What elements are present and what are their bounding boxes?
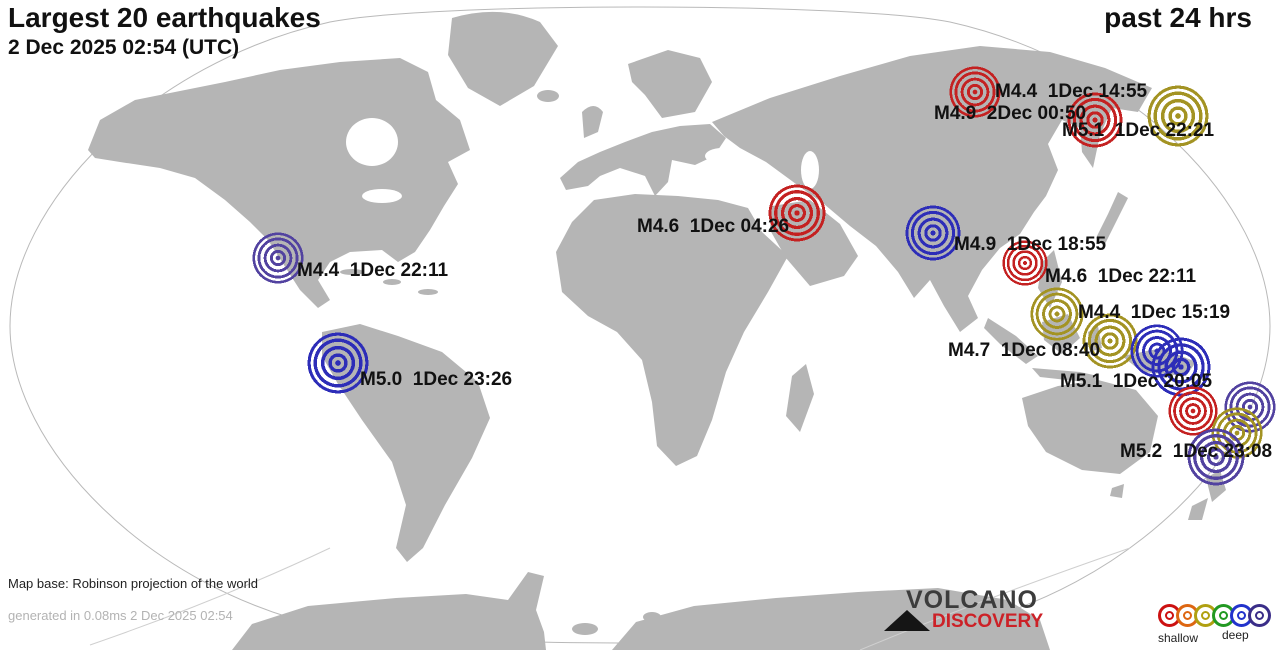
sumatra [984,318,1038,364]
quake-label: M4.9 2Dec 00:50 [934,103,1087,124]
quake-marker[interactable] [307,332,369,394]
quake-marker[interactable] [252,232,304,284]
quake-label: M4.6 1Dec 22:11 [1045,266,1197,287]
quake-label: M5.0 1Dec 23:26 [360,369,513,390]
asia [712,46,1152,332]
madagascar [786,364,814,432]
quake-marker[interactable] [1168,386,1218,436]
quake-label: M4.9 1Dec 18:55 [954,234,1107,255]
quake-marker[interactable] [905,205,961,261]
quake-label: M4.7 1Dec 08:40 [948,340,1101,361]
australia [1022,380,1158,474]
depth-legend-rings [1158,604,1280,627]
africa [556,194,788,466]
antarctic-island-1 [572,623,598,635]
caribbean-1 [340,269,364,275]
quake-label: M4.4 1Dec 14:55 [995,81,1148,102]
caribbean-2 [383,279,401,285]
caribbean-3 [418,289,438,295]
tasmania [1110,484,1124,498]
quake-marker[interactable] [1067,92,1123,148]
great-lakes [362,189,402,203]
japan [1096,192,1128,246]
quake-label: M5.1 1Dec 22:21 [1062,120,1215,141]
map-base-note: Map base: Robinson projection of the wor… [8,576,259,591]
quake-label: M5.2 1Dec 23:08 [1120,441,1273,462]
quake-marker[interactable] [1082,313,1138,369]
quake-marker[interactable] [1187,428,1245,486]
depth-legend-ring [1248,604,1271,627]
quake-label: M4.4 1Dec 15:19 [1078,302,1231,323]
period-label: past 24 hrs [1104,2,1252,33]
scandinavia [628,50,712,118]
europe [560,124,726,196]
iceland [537,90,559,102]
hudson-bay [346,118,398,166]
java [1032,368,1098,383]
page-timestamp: 2 Dec 2025 02:54 (UTC) [8,36,240,59]
quake-label: M5.1 1Dec 20:05 [1060,371,1213,392]
legend-shallow-label: shallow [1158,631,1199,645]
british-isles [582,106,603,138]
black-sea [705,148,739,164]
antarctica-west [232,572,546,650]
legend-deep-label: deep [1222,628,1249,642]
quake-marker[interactable] [1002,240,1048,286]
antarctic-island-2 [643,612,661,622]
quake-marker[interactable] [768,184,826,242]
generated-note: generated in 0.08ms 2 Dec 2025 02:54 [8,608,233,623]
page-title: Largest 20 earthquakes [8,2,321,33]
quake-marker[interactable] [1030,287,1084,341]
quake-label: M4.6 1Dec 04:26 [637,216,790,237]
south-america [322,324,490,562]
quake-marker[interactable] [949,66,1001,118]
caspian-sea [801,151,819,189]
lakes [346,118,819,203]
quake-label: M4.4 1Dec 22:11 [297,260,449,281]
depth-legend: shallow deep [1158,604,1280,648]
plate-boundaries [89,547,1131,650]
antarctica-east [612,588,1050,650]
logo-text-discovery: DISCOVERY [932,611,1044,632]
volcano-discovery-logo[interactable]: VOLCANO DISCOVERY [884,588,1043,631]
quake-marker[interactable] [1147,85,1209,147]
greenland [448,11,558,106]
depth-legend-ring [1158,604,1181,627]
logo-text-volcano: VOLCANO [906,586,1038,614]
